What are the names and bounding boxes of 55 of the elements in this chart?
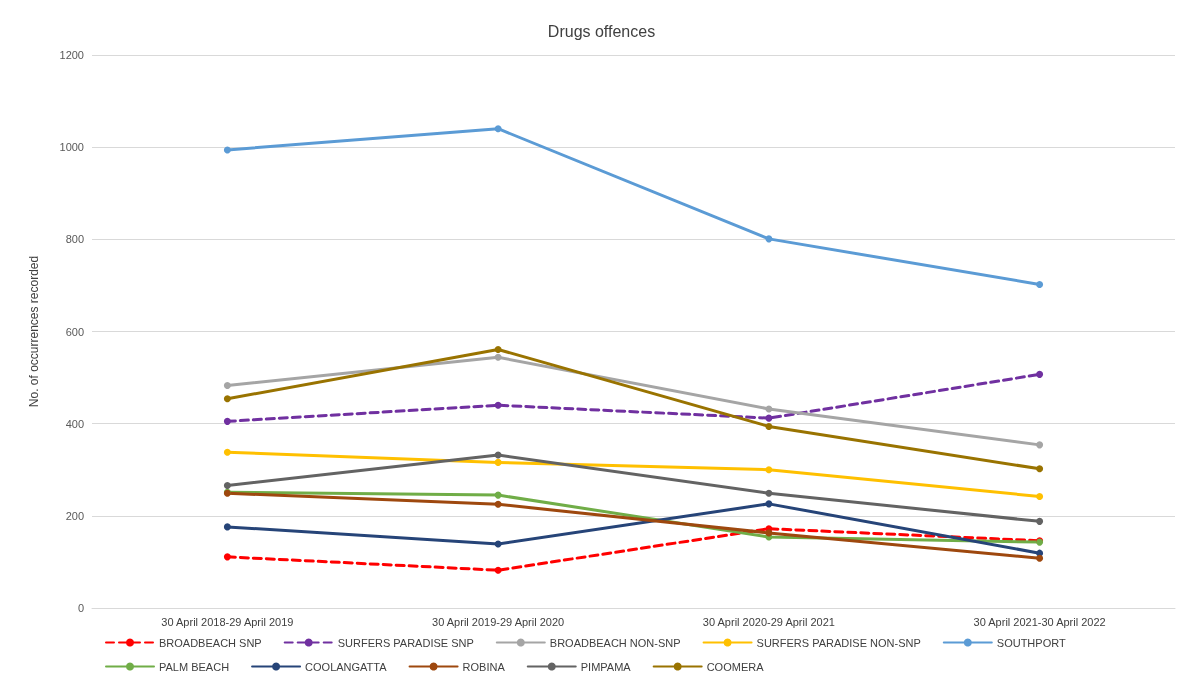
- y-tick-label: 400: [65, 417, 84, 430]
- x-tick-label: 30 April 2019-29 April 2020: [432, 615, 565, 628]
- legend-label: ROBINA: [462, 660, 506, 673]
- point: [494, 540, 502, 548]
- legend-label: PALM BEACH: [159, 660, 230, 673]
- point: [494, 491, 502, 499]
- point: [223, 448, 231, 456]
- legend-label: SURFERS PARADISE SNP: [337, 636, 474, 649]
- point: [765, 422, 773, 430]
- point: [765, 529, 773, 537]
- point: [765, 500, 773, 508]
- point: [765, 405, 773, 413]
- point: [765, 235, 773, 243]
- y-axis-title: No. of occurrences recorded: [27, 255, 41, 408]
- point: [494, 345, 502, 353]
- point: [1036, 517, 1044, 525]
- y-tick-label: 600: [65, 325, 84, 338]
- point: [223, 395, 231, 403]
- legend-label: COOLANGATTA: [305, 660, 388, 673]
- point: [494, 500, 502, 508]
- y-tick-label: 200: [65, 509, 84, 522]
- legend-label: BROADBEACH SNP: [159, 636, 262, 649]
- point: [223, 523, 231, 531]
- point: [223, 146, 231, 154]
- point: [223, 381, 231, 389]
- point: [494, 353, 502, 361]
- point: [494, 401, 502, 409]
- point: [223, 553, 231, 561]
- legend-label: BROADBEACH NON-SNP: [549, 636, 681, 649]
- point: [223, 417, 231, 425]
- point: [765, 466, 773, 474]
- point: [1036, 370, 1044, 378]
- legend-label: PIMPAMA: [580, 660, 632, 673]
- x-tick-label: 30 April 2018-29 April 2019: [161, 615, 294, 628]
- point: [494, 566, 502, 574]
- point: [1036, 554, 1044, 562]
- point: [1036, 465, 1044, 473]
- point: [494, 458, 502, 466]
- chart-title: Drugs offences: [547, 22, 656, 40]
- point: [1036, 492, 1044, 500]
- point: [223, 481, 231, 489]
- x-tick-label: 30 April 2021-30 April 2022: [973, 615, 1106, 628]
- legend-label: SOUTHPORT: [996, 636, 1066, 649]
- legend-label: SURFERS PARADISE NON-SNP: [756, 636, 921, 649]
- point: [765, 414, 773, 422]
- y-tick-label: 800: [65, 233, 84, 246]
- legend-label: COOMERA: [706, 660, 765, 673]
- point: [1036, 441, 1044, 449]
- point: [1036, 281, 1044, 288]
- point: [765, 489, 773, 497]
- y-tick-label: 0: [77, 602, 84, 614]
- y-tick-label: 1000: [59, 141, 84, 154]
- y-tick-label: 1200: [59, 49, 84, 61]
- x-tick-label: 30 April 2020-29 April 2021: [702, 615, 835, 628]
- point: [494, 125, 502, 133]
